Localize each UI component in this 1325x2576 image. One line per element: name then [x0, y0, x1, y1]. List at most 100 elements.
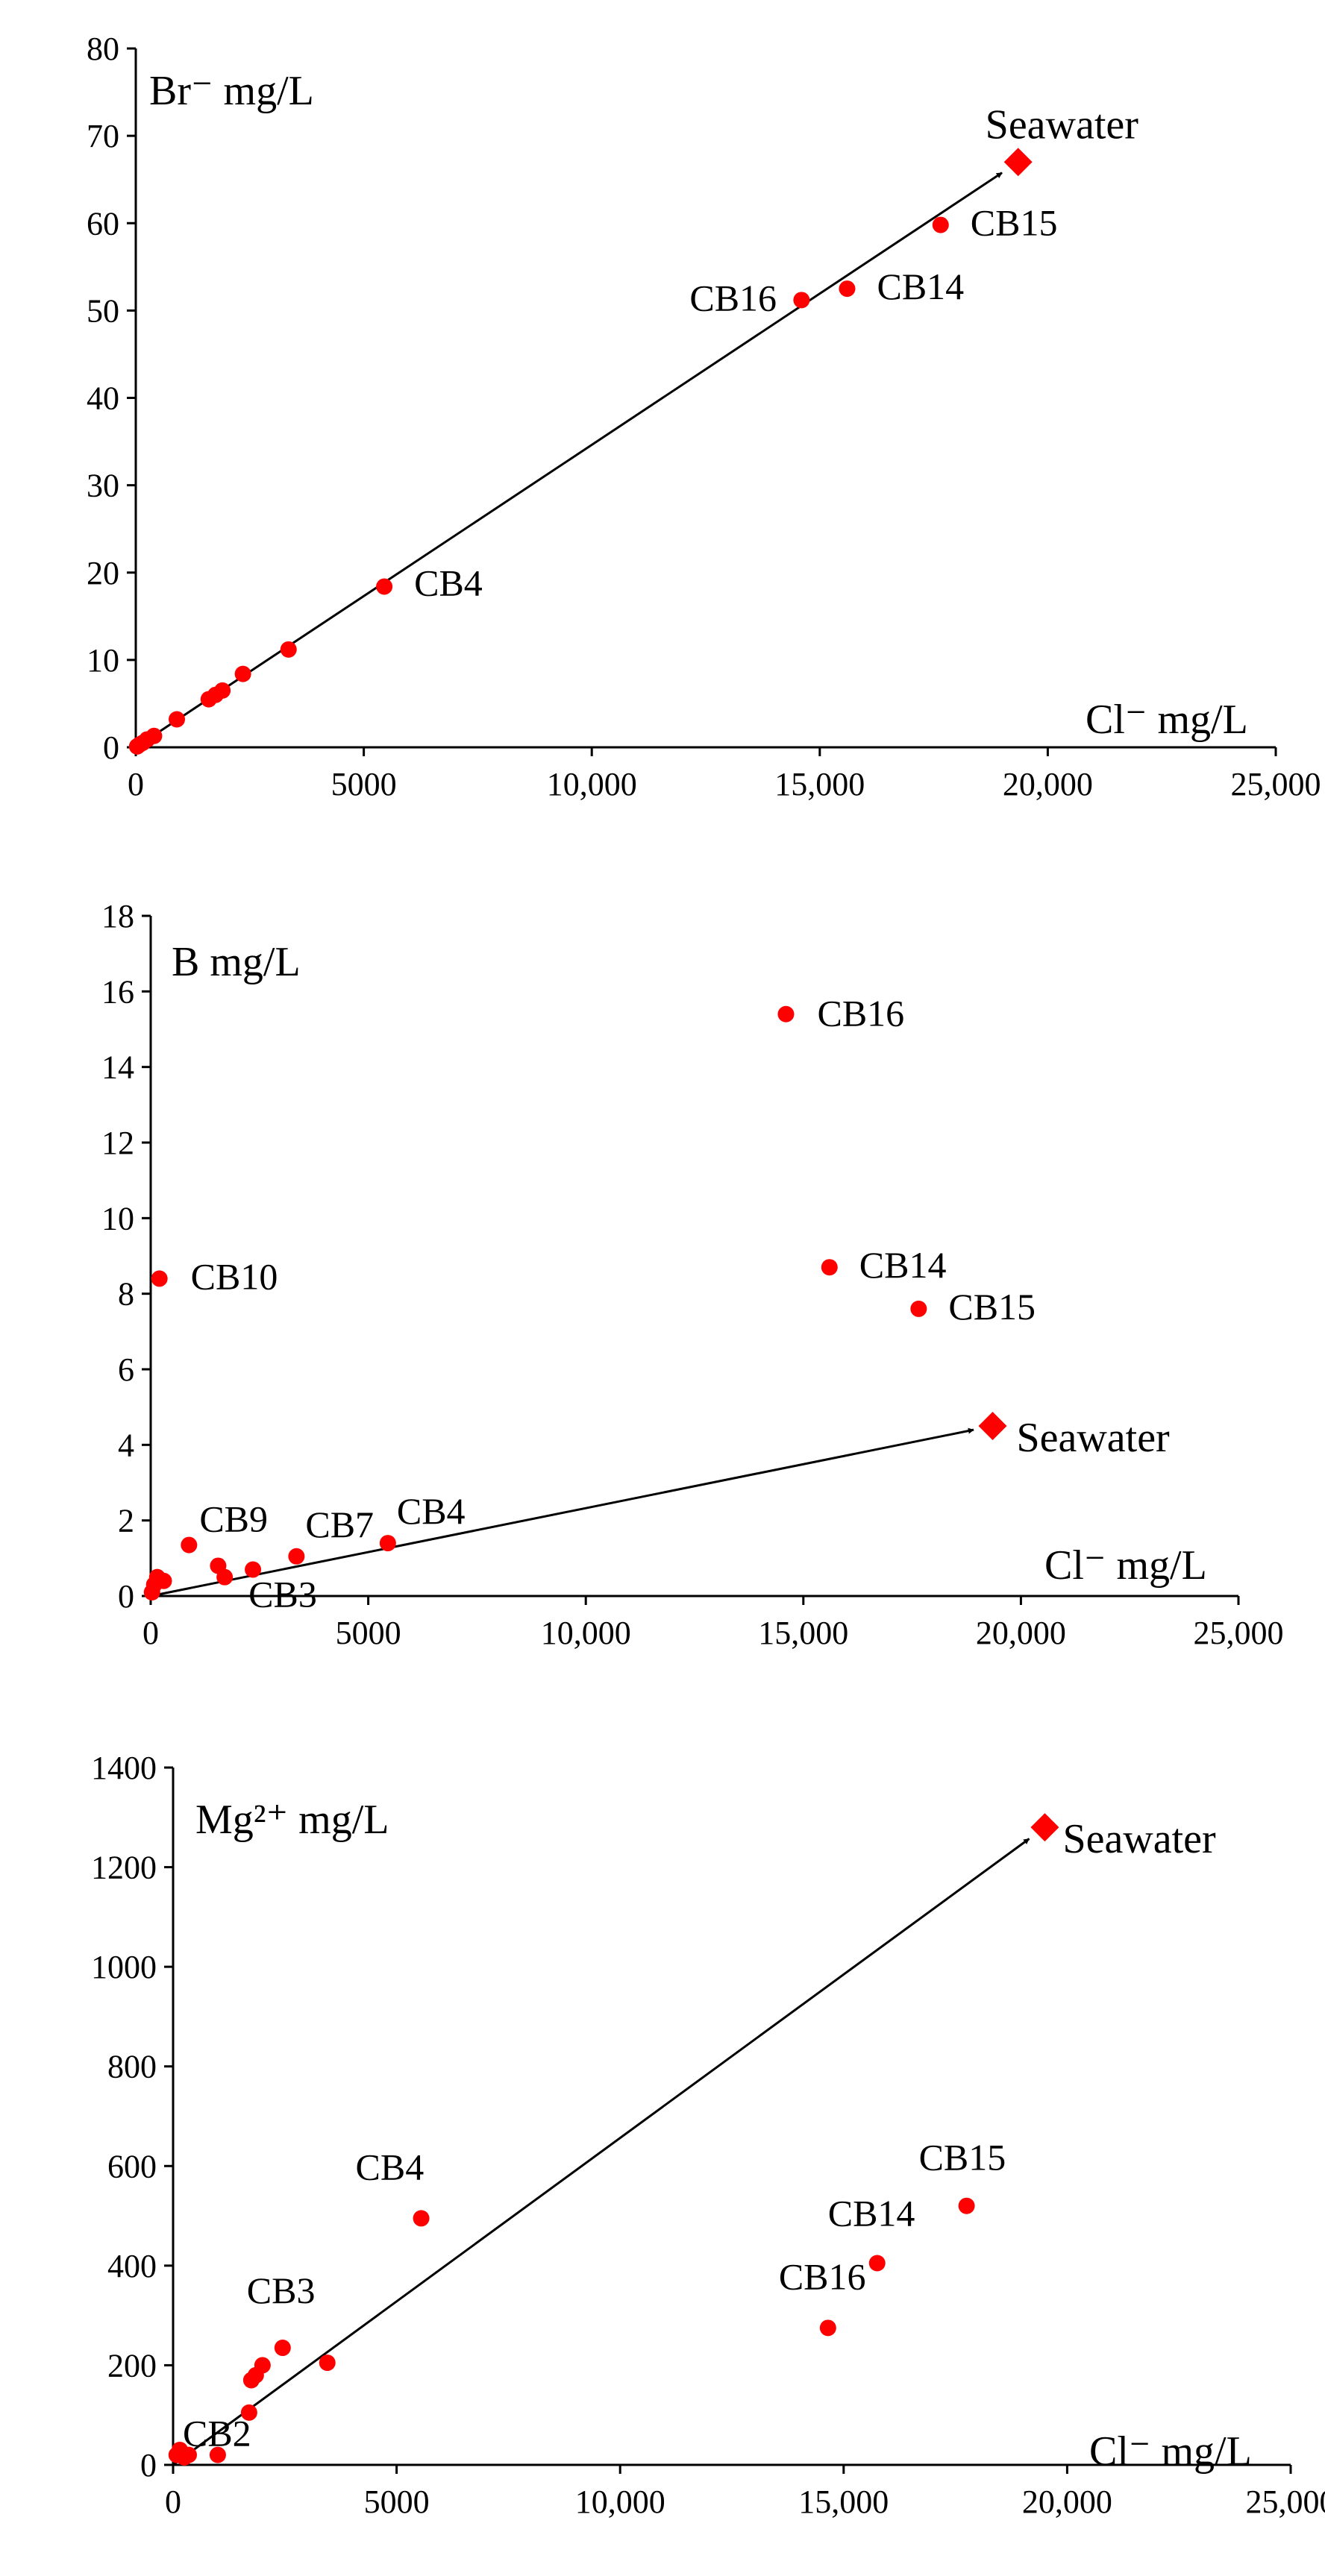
seawater-mixing-line — [150, 1427, 974, 1598]
point-label-cb3: CB3 — [248, 1574, 317, 1615]
data-point — [254, 2357, 271, 2374]
seawater-mixing-line — [172, 1838, 1030, 2466]
y-tick-label: 40 — [87, 380, 119, 417]
data-point-cb16 — [793, 292, 810, 309]
x-tick-label: 15,000 — [758, 1615, 848, 1651]
y-tick-label: 6 — [118, 1351, 134, 1388]
data-point-cb3 — [216, 1568, 234, 1586]
seawater-label: Seawater — [1062, 1816, 1216, 1862]
x-tick-label: 5000 — [364, 2484, 430, 2520]
y-tick-label: 10 — [87, 642, 119, 679]
point-label-cb14: CB14 — [859, 1244, 947, 1286]
y-tick-label: 16 — [101, 973, 134, 1010]
data-point-cb10 — [151, 1270, 168, 1287]
x-tick-label: 10,000 — [541, 1615, 631, 1651]
data-point-cb4 — [413, 2210, 430, 2227]
data-point — [245, 1561, 262, 1578]
x-tick-label: 20,000 — [1003, 766, 1093, 802]
x-tick-label: 5000 — [336, 1615, 401, 1651]
y-tick-label: 1200 — [91, 1850, 157, 1886]
point-label-cb9: CB9 — [199, 1498, 268, 1540]
y-tick-label: 0 — [140, 2447, 157, 2484]
y-tick-label: 8 — [118, 1276, 134, 1313]
y-tick-label: 1400 — [91, 1750, 157, 1786]
y-tick-label: 400 — [107, 2248, 157, 2284]
y-tick-label: 2 — [118, 1503, 134, 1539]
y-axis-label: B mg/L — [172, 939, 301, 985]
data-point-cb15 — [910, 1300, 927, 1317]
point-label-cb4: CB4 — [397, 1490, 466, 1532]
chart-magnesium: Mg²⁺ mg/L Cl⁻ mg/L 0 200 400 600 800 1000 1200… — [91, 1750, 1325, 2520]
data-point-cb15 — [932, 216, 949, 233]
data-point — [155, 1572, 172, 1589]
chart-bromide: Br⁻ mg/L Cl⁻ mg/L 0 10 20 30 40 50 60 70 80 0 5000… — [87, 31, 1321, 802]
data-point — [240, 2404, 257, 2421]
x-tick-label: 5000 — [331, 766, 397, 802]
y-tick-label: 0 — [103, 729, 119, 766]
data-point-cb3 — [274, 2340, 291, 2357]
data-point-cb14 — [868, 2255, 886, 2272]
point-label-cb4: CB4 — [414, 562, 483, 603]
y-axis-label: Br⁻ mg/L — [149, 68, 314, 114]
seawater-marker — [978, 1412, 1007, 1440]
x-tick-label: 25,000 — [1246, 2484, 1325, 2520]
y-tick-label: 800 — [107, 2049, 157, 2085]
x-tick-label: 25,000 — [1194, 1615, 1284, 1651]
y-tick-label: 50 — [87, 292, 119, 329]
x-tick-label: 15,000 — [774, 766, 865, 802]
y-axis-label: Mg²⁺ mg/L — [195, 1797, 389, 1843]
data-point-cb9 — [181, 1536, 198, 1554]
point-label-cb4: CB4 — [356, 2146, 425, 2187]
y-tick-label: 10 — [101, 1200, 134, 1237]
data-point-cb7 — [288, 1548, 305, 1565]
point-label-cb14: CB14 — [877, 266, 964, 307]
y-tick-label: 1000 — [91, 1949, 157, 1985]
x-tick-label: 10,000 — [575, 2484, 665, 2520]
y-tick-label: 600 — [107, 2148, 157, 2184]
y-tick-label: 80 — [87, 31, 119, 67]
data-point — [145, 727, 163, 744]
y-tick-label: 70 — [87, 118, 119, 154]
x-axis-label: Cl⁻ mg/L — [1089, 2428, 1252, 2475]
data-point — [209, 2446, 226, 2463]
seawater-label: Seawater — [986, 101, 1139, 148]
point-label-cb7: CB7 — [305, 1504, 374, 1545]
x-tick-label: 15,000 — [798, 2484, 889, 2520]
y-tick-label: 60 — [87, 205, 119, 242]
y-tick-label: 4 — [118, 1427, 134, 1463]
data-point-cb2 — [180, 2446, 197, 2463]
point-label-cb15: CB15 — [971, 202, 1058, 244]
y-tick-label: 200 — [107, 2347, 157, 2384]
y-tick-label: 12 — [101, 1125, 134, 1161]
x-tick-label: 0 — [165, 2484, 181, 2520]
point-label-cb16: CB16 — [817, 993, 904, 1034]
point-label-cb14: CB14 — [828, 2193, 915, 2234]
data-point-cb4 — [379, 1535, 396, 1552]
data-point-cb4 — [376, 578, 393, 595]
seawater-label: Seawater — [1016, 1415, 1170, 1461]
point-label-cb10: CB10 — [191, 1255, 278, 1297]
point-label-cb3: CB3 — [247, 2269, 316, 2311]
x-tick-label: 10,000 — [547, 766, 637, 802]
y-tick-label: 30 — [87, 468, 119, 504]
seawater-marker — [1030, 1813, 1059, 1842]
data-point-cb14 — [821, 1259, 838, 1276]
point-label-cb15: CB15 — [948, 1286, 1036, 1328]
point-label-cb16: CB16 — [689, 277, 777, 318]
y-tick-label: 18 — [101, 898, 134, 934]
seawater-mixing-line — [135, 172, 1003, 749]
data-point-cb15 — [958, 2197, 975, 2214]
y-tick-label: 20 — [87, 555, 119, 591]
y-tick-label: 0 — [118, 1578, 134, 1615]
x-tick-label: 20,000 — [976, 1615, 1066, 1651]
point-label-cb16: CB16 — [779, 2255, 866, 2297]
data-point-cb16 — [777, 1005, 795, 1022]
x-axis-label: Cl⁻ mg/L — [1086, 697, 1248, 743]
x-tick-label: 25,000 — [1231, 766, 1321, 802]
x-tick-label: 20,000 — [1022, 2484, 1112, 2520]
data-point — [234, 665, 251, 682]
chart-boron: B mg/L Cl⁻ mg/L 0 2 4 6 8 10 12 14 16 18 0 5000 10,0… — [101, 898, 1284, 1651]
x-axis-label: Cl⁻ mg/L — [1044, 1542, 1207, 1589]
y-tick-label: 14 — [101, 1049, 134, 1086]
